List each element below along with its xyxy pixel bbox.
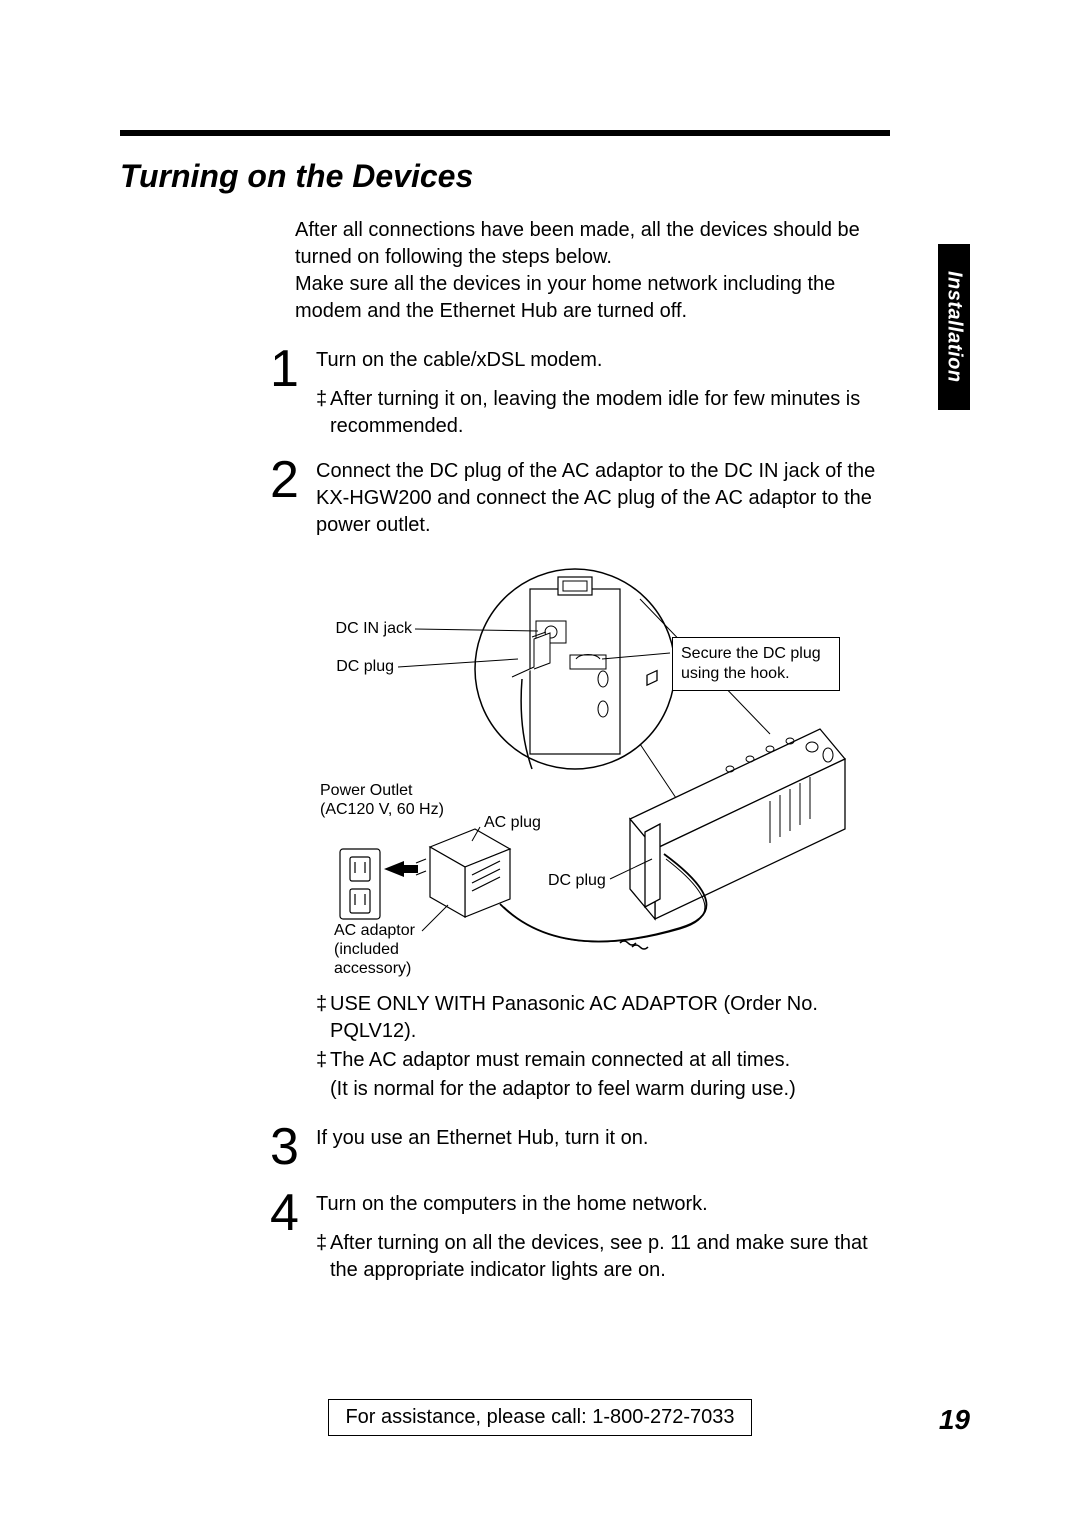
label-ac-adaptor-l1: AC adaptor [334, 922, 415, 939]
step-number: 3 [270, 1121, 316, 1173]
step-body: Turn on the cable/xDSL modem. After turn… [316, 343, 880, 440]
label-dc-in-jack: DC IN jack [320, 619, 412, 638]
step-2: 2 Connect the DC plug of the AC adaptor … [270, 454, 880, 539]
step-text: Turn on the cable/xDSL modem. [316, 347, 880, 374]
step-number: 4 [270, 1187, 316, 1239]
label-ac-adaptor-l3: accessory) [334, 960, 411, 977]
step-bullet: After turning it on, leaving the modem i… [316, 386, 880, 440]
step-3: 3 If you use an Ethernet Hub, turn it on… [270, 1121, 880, 1173]
label-ac-plug: AC plug [484, 813, 541, 832]
note-1: USE ONLY WITH Panasonic AC ADAPTOR (Orde… [316, 991, 876, 1045]
footer-assistance: For assistance, please call: 1-800-272-7… [328, 1399, 751, 1436]
connection-diagram: DC IN jack DC plug Secure the DC plug us… [300, 559, 860, 979]
intro-block: After all connections have been made, al… [295, 217, 875, 325]
footer: For assistance, please call: 1-800-272-7… [0, 1399, 1080, 1436]
label-power-outlet-l2: (AC120 V, 60 Hz) [320, 801, 444, 818]
side-tab-installation: Installation [938, 244, 970, 410]
step-body: If you use an Ethernet Hub, turn it on. [316, 1121, 648, 1152]
notes-block: USE ONLY WITH Panasonic AC ADAPTOR (Orde… [316, 991, 876, 1103]
intro-text-1: After all connections have been made, al… [295, 217, 875, 271]
step-number: 2 [270, 454, 316, 506]
label-power-outlet: Power Outlet (AC120 V, 60 Hz) [320, 781, 444, 819]
label-power-outlet-l1: Power Outlet [320, 782, 412, 799]
note-2b: (It is normal for the adaptor to feel wa… [316, 1076, 876, 1103]
step-text: If you use an Ethernet Hub, turn it on. [316, 1125, 648, 1152]
top-rule [120, 130, 890, 136]
manual-page: Turning on the Devices Installation Afte… [0, 0, 1080, 1528]
step-body: Turn on the computers in the home networ… [316, 1187, 880, 1284]
section-title: Turning on the Devices [120, 158, 970, 195]
note-2: The AC adaptor must remain connected at … [316, 1047, 876, 1074]
label-ac-adaptor-l2: (included [334, 941, 399, 958]
step-bullet: After turning on all the devices, see p.… [316, 1230, 880, 1284]
intro-text-2: Make sure all the devices in your home n… [295, 271, 875, 325]
page-number: 19 [939, 1404, 970, 1436]
step-4: 4 Turn on the computers in the home netw… [270, 1187, 880, 1284]
step-1: 1 Turn on the cable/xDSL modem. After tu… [270, 343, 880, 440]
label-ac-adaptor: AC adaptor (included accessory) [334, 921, 415, 979]
label-dc-plug-bottom: DC plug [548, 871, 606, 890]
step-number: 1 [270, 343, 316, 395]
step-text: Turn on the computers in the home networ… [316, 1191, 880, 1218]
callout-secure-plug: Secure the DC plug using the hook. [672, 637, 840, 691]
step-body: Connect the DC plug of the AC adaptor to… [316, 454, 880, 539]
label-dc-plug-top: DC plug [320, 657, 394, 676]
step-text: Connect the DC plug of the AC adaptor to… [316, 458, 880, 539]
